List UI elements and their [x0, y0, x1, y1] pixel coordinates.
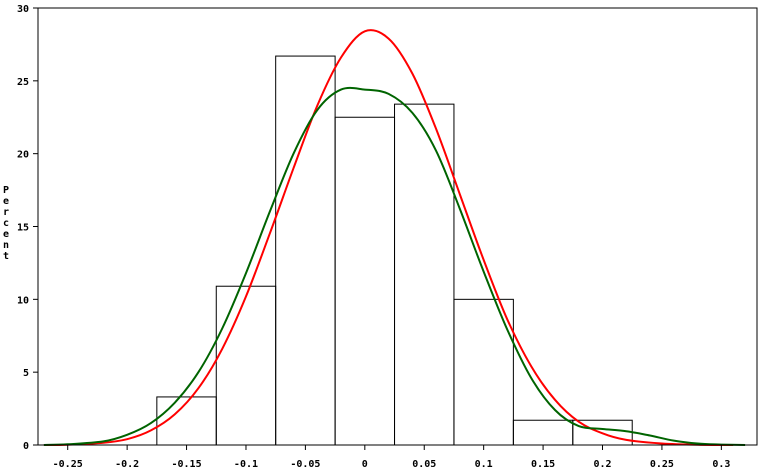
histogram-bar: [334, 116, 396, 446]
normal-curve-line: [43, 29, 734, 447]
y-axis-label-char: t: [3, 251, 9, 262]
histogram-bar: [215, 285, 277, 446]
y-tick-label: 15: [17, 223, 29, 234]
histogram-bar: [512, 419, 574, 446]
x-tick-label: -0.1: [234, 459, 258, 470]
y-axis-label-char: c: [3, 218, 9, 229]
y-tick-label: 30: [17, 4, 29, 15]
y-tick-label: 25: [17, 77, 29, 88]
x-tick-label: 0.25: [650, 459, 674, 470]
x-tick-label: -0.15: [171, 459, 201, 470]
x-tick-label: -0.25: [53, 459, 83, 470]
x-tick-label: 0: [362, 459, 368, 470]
histogram-bar: [275, 55, 336, 446]
x-tick-label: 0.15: [531, 459, 555, 470]
plot-frame: [37, 7, 758, 446]
kernel-density-line: [43, 86, 746, 446]
density-curves: [43, 29, 746, 447]
y-axis-label-char: e: [3, 229, 9, 240]
x-tick-label: 0.05: [412, 459, 436, 470]
x-axis: -0.25 -0.2 -0.15 -0.1 -0.05 0 0.05 0.1 0.15 0.2 0.…: [53, 445, 730, 470]
y-axis-label-char: P: [3, 185, 9, 196]
x-tick-label: 0.2: [593, 459, 611, 470]
y-axis-label-char: n: [3, 240, 9, 251]
x-tick-label: 0.3: [712, 459, 730, 470]
y-tick-label: 5: [23, 368, 29, 379]
y-tick-label: 0: [23, 441, 29, 452]
x-tick-label: -0.2: [115, 459, 139, 470]
y-tick-label: 20: [17, 150, 29, 161]
y-axis-label-char: e: [3, 196, 9, 207]
y-axis: 0 5 10 15 20 25 30: [17, 4, 38, 452]
x-tick-label: -0.05: [290, 459, 320, 470]
y-tick-label: 10: [17, 295, 29, 306]
x-tick-label: 0.1: [475, 459, 493, 470]
y-axis-label-char: r: [3, 207, 9, 218]
histogram-bars: [156, 55, 633, 446]
